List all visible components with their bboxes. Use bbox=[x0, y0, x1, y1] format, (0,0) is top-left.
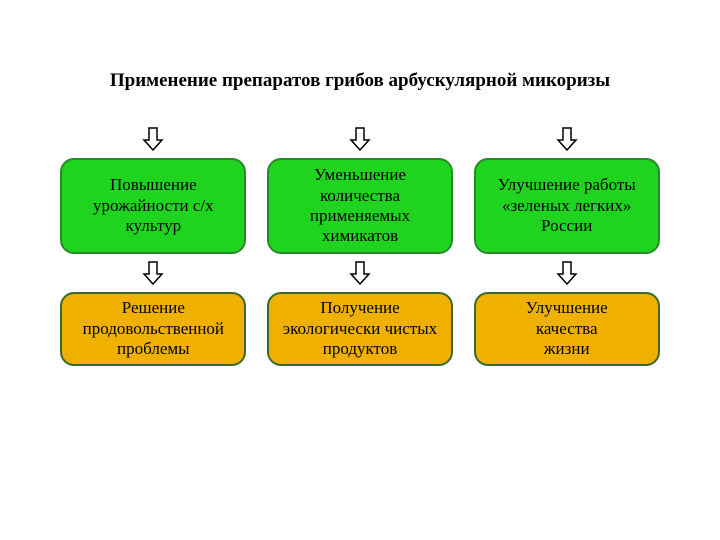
column-2: Уменьшение количества применяемых химика… bbox=[267, 120, 454, 366]
box-top-1: Повышение урожайности с/х культур bbox=[60, 158, 246, 254]
diagram-title: Применение препаратов грибов арбускулярн… bbox=[0, 70, 720, 92]
arrow-down-icon bbox=[556, 126, 578, 152]
box-bottom-3: Улучшениекачестважизни bbox=[474, 292, 660, 366]
arrow-down-icon bbox=[142, 126, 164, 152]
arrow-down-icon bbox=[142, 260, 164, 286]
arrow-down-icon bbox=[349, 126, 371, 152]
box-bottom-1: Решение продовольственной проблемы bbox=[60, 292, 246, 366]
box-top-3: Улучшение работы «зеленых легких» России bbox=[474, 158, 660, 254]
column-1: Повышение урожайности с/х культур Решени… bbox=[60, 120, 247, 366]
box-bottom-2: Получение экологически чистых продуктов bbox=[267, 292, 453, 366]
box-top-2: Уменьшение количества применяемых химика… bbox=[267, 158, 453, 254]
arrow-down-icon bbox=[556, 260, 578, 286]
column-3: Улучшение работы «зеленых легких» России… bbox=[473, 120, 660, 366]
diagram-columns: Повышение урожайности с/х культур Решени… bbox=[0, 120, 720, 366]
arrow-down-icon bbox=[349, 260, 371, 286]
